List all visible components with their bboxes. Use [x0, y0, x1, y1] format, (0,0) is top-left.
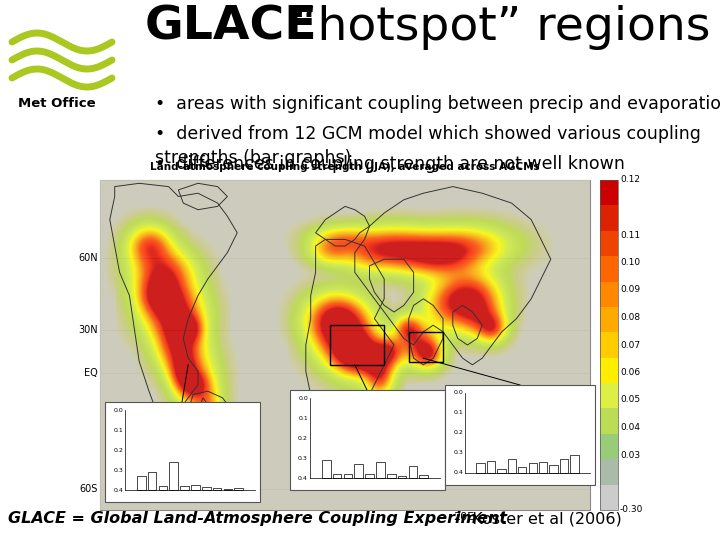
- Text: Koster et al (2006): Koster et al (2006): [462, 511, 622, 526]
- Bar: [365, 474, 374, 478]
- Text: 60N: 60N: [78, 253, 98, 262]
- Bar: [409, 332, 443, 361]
- Text: 0.2: 0.2: [298, 435, 308, 441]
- Bar: [600, 357, 618, 383]
- Bar: [235, 488, 243, 490]
- Bar: [498, 469, 505, 473]
- Bar: [570, 455, 579, 473]
- Bar: [148, 472, 156, 490]
- Bar: [600, 383, 618, 408]
- Text: 0.3: 0.3: [298, 456, 308, 461]
- Text: 20E: 20E: [453, 512, 474, 522]
- Text: 0.2: 0.2: [453, 430, 463, 435]
- Text: 0.1: 0.1: [298, 415, 308, 421]
- Bar: [191, 485, 199, 490]
- Text: Land-atmosphere coupling strength (JJA), averaged across AGCMs: Land-atmosphere coupling strength (JJA),…: [150, 162, 540, 172]
- Bar: [508, 458, 516, 473]
- Text: GLACE = Global Land-Atmosphere Coupling Experiment: GLACE = Global Land-Atmosphere Coupling …: [8, 511, 507, 526]
- Text: “hotspot” regions: “hotspot” regions: [278, 5, 711, 50]
- Text: -0.30: -0.30: [620, 505, 644, 515]
- Bar: [158, 486, 167, 490]
- Bar: [445, 385, 595, 485]
- Text: •  derived from 12 GCM model which showed various coupling
strengths (bar graphs: • derived from 12 GCM model which showed…: [155, 125, 701, 167]
- Text: 0.4: 0.4: [113, 488, 123, 492]
- Text: 0.09: 0.09: [620, 286, 640, 294]
- Bar: [600, 231, 618, 256]
- Text: EQ: EQ: [84, 368, 98, 378]
- Bar: [600, 180, 618, 205]
- Bar: [169, 462, 178, 490]
- Bar: [397, 476, 406, 478]
- Text: 30N: 30N: [78, 325, 98, 335]
- Text: 0.3: 0.3: [113, 468, 123, 472]
- Bar: [600, 408, 618, 434]
- Text: 0.12: 0.12: [620, 176, 640, 185]
- Bar: [180, 486, 189, 490]
- Bar: [100, 180, 590, 510]
- Text: 0.07: 0.07: [620, 341, 640, 349]
- Bar: [539, 462, 547, 473]
- Bar: [600, 256, 618, 281]
- Bar: [290, 390, 445, 490]
- Bar: [528, 463, 537, 473]
- Bar: [477, 463, 485, 473]
- Text: 0.08: 0.08: [620, 313, 640, 322]
- Bar: [333, 474, 341, 478]
- Bar: [600, 434, 618, 459]
- Bar: [600, 332, 618, 357]
- Text: 0.04: 0.04: [620, 423, 640, 432]
- Bar: [518, 467, 526, 473]
- Text: 0.10: 0.10: [620, 258, 640, 267]
- Text: 0.11: 0.11: [620, 231, 640, 240]
- Bar: [600, 307, 618, 332]
- Bar: [559, 458, 568, 473]
- Bar: [376, 462, 384, 478]
- Text: 0.4: 0.4: [453, 470, 463, 476]
- Text: 60S: 60S: [80, 483, 98, 494]
- Text: 0.1: 0.1: [454, 410, 463, 415]
- Bar: [600, 205, 618, 231]
- Text: GLACE: GLACE: [145, 5, 318, 50]
- Text: Met Office: Met Office: [18, 97, 96, 110]
- Text: •  differences in coupling strength are not well known: • differences in coupling strength are n…: [155, 155, 625, 173]
- Text: 0.0: 0.0: [298, 395, 308, 401]
- Text: 0.0: 0.0: [113, 408, 123, 413]
- Text: 0.03: 0.03: [620, 450, 640, 460]
- Bar: [408, 466, 418, 478]
- Bar: [600, 180, 618, 510]
- Bar: [600, 459, 618, 484]
- Bar: [600, 484, 618, 510]
- Bar: [420, 475, 428, 478]
- Bar: [137, 476, 145, 490]
- Bar: [487, 461, 495, 473]
- Bar: [330, 325, 384, 365]
- Text: •  areas with significant coupling between precip and evaporation: • areas with significant coupling betwee…: [155, 95, 720, 113]
- Bar: [549, 465, 558, 473]
- Bar: [212, 488, 222, 490]
- Text: 0.3: 0.3: [453, 450, 463, 456]
- Bar: [354, 464, 363, 478]
- Bar: [387, 474, 395, 478]
- Text: 0.05: 0.05: [620, 395, 640, 404]
- Bar: [224, 489, 233, 490]
- Text: 0.2: 0.2: [113, 448, 123, 453]
- Bar: [105, 402, 260, 502]
- Text: 0.4: 0.4: [298, 476, 308, 481]
- Bar: [600, 281, 618, 307]
- Bar: [343, 474, 352, 478]
- Bar: [322, 461, 330, 478]
- Text: 0.06: 0.06: [620, 368, 640, 377]
- Text: 0.0: 0.0: [454, 390, 463, 395]
- Text: 0.1: 0.1: [113, 428, 123, 433]
- Bar: [202, 487, 210, 490]
